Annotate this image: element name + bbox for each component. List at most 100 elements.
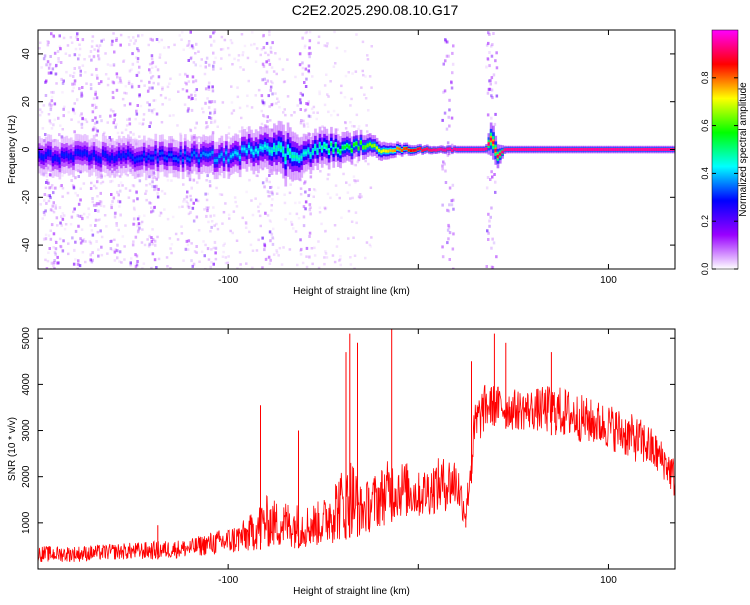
spectrogram-ridge-cell (177, 158, 180, 162)
spectrogram-noise-cell (307, 64, 311, 68)
spectrogram-noise-cell (495, 94, 499, 98)
spectrogram-noise-cell (73, 207, 76, 211)
spectrogram-noise-cell (270, 50, 273, 54)
spectrogram-noise-cell (206, 125, 209, 129)
spectrogram-noise-cell (349, 263, 353, 266)
spectrogram-noise-cell (270, 66, 274, 69)
spectrogram-noise-cell (99, 191, 102, 195)
spectrogram-noise-cell (272, 227, 275, 231)
spectrogram-noise-cell (138, 179, 142, 183)
spectrogram-noise-cell (95, 202, 99, 206)
spectrogram-noise-cell (241, 51, 245, 54)
spectrogram-ridge-cell (508, 148, 511, 151)
spectrogram-noise-cell (135, 109, 138, 113)
spectrogram-noise-cell (286, 95, 290, 98)
spectrogram-noise-cell (115, 123, 118, 126)
spectrogram-noise-cell (307, 114, 311, 118)
spectrogram-noise-cell (71, 89, 74, 93)
colorbar (711, 29, 739, 270)
spectrogram-noise-cell (350, 124, 354, 128)
spectrogram-noise-cell (87, 207, 90, 210)
spectrogram-noise-cell (94, 218, 98, 222)
spectrogram-noise-cell (67, 110, 70, 114)
spectrogram-noise-cell (185, 82, 188, 86)
spectrogram-noise-cell (158, 53, 162, 56)
spectrogram-noise-cell (211, 131, 215, 135)
spectrogram-noise-cell (154, 65, 158, 68)
spectrogram-noise-cell (150, 206, 153, 209)
spectrogram-noise-cell (329, 196, 332, 200)
spectrogram-noise-cell (184, 72, 187, 76)
spectrogram-noise-cell (130, 85, 134, 89)
spectrogram-ridge-cell (311, 150, 315, 153)
spectrogram-noise-cell (120, 261, 123, 264)
spectrogram-noise-cell (298, 201, 301, 204)
spectrogram-ridge-cell (282, 149, 285, 154)
spectrogram-ridge-cell (364, 145, 367, 149)
spectrogram-noise-cell (104, 73, 108, 76)
spectrogram-noise-cell (46, 194, 49, 197)
spectrogram-noise-cell (295, 212, 299, 216)
spectrogram-noise-cell (49, 229, 52, 232)
spectrogram-noise-cell (236, 86, 239, 89)
spectrogram-noise-cell (52, 35, 56, 39)
spectrogram-noise-cell (87, 213, 91, 216)
spectrogram-noise-cell (197, 229, 201, 232)
spectrogram-noise-cell (194, 52, 197, 55)
spectrogram-noise-cell (269, 119, 272, 122)
spectrogram-noise-cell (48, 247, 51, 250)
spectrogram-noise-cell (166, 179, 170, 182)
spectrogram-noise-cell (294, 201, 297, 205)
spectrogram-ridge-cell (302, 151, 306, 155)
spectrogram-noise-cell (486, 91, 490, 95)
spectrogram-noise-cell (118, 250, 122, 254)
spectrogram-noise-cell (141, 228, 144, 231)
colorbar-label: Normalized spectral amplitude (738, 82, 749, 217)
spectrogram-noise-cell (269, 239, 272, 243)
spectrogram-noise-cell (93, 122, 97, 125)
spectrogram-noise-cell (214, 257, 218, 261)
spectrogram-noise-cell (219, 67, 223, 70)
spectrogram-noise-cell (352, 163, 356, 167)
spectrogram-noise-cell (214, 246, 218, 250)
spectrogram-noise-cell (307, 194, 310, 198)
spectrogram-ridge-cell (414, 148, 418, 152)
spectrogram-ridge-cell (69, 154, 73, 158)
spectrogram-noise-cell (245, 190, 248, 194)
spectrogram-noise-cell (54, 65, 58, 69)
spectrogram-noise-cell (204, 60, 208, 64)
spectrogram-noise-cell (74, 191, 77, 195)
spectrogram-noise-cell (77, 225, 81, 229)
spectrogram-noise-cell (65, 70, 68, 74)
spectrogram-noise-cell (123, 91, 126, 95)
spectrogram-noise-cell (213, 110, 217, 114)
spectrogram-noise-cell (207, 220, 210, 224)
spectrogram-noise-cell (98, 82, 101, 85)
spectrogram-noise-cell (193, 90, 197, 93)
spectrogram-noise-cell (111, 90, 115, 94)
spectrogram-ytick-label: 0 (21, 146, 32, 152)
spectrogram-noise-cell (304, 67, 308, 71)
spectrogram-noise-cell (40, 110, 44, 114)
spectrogram-noise-cell (296, 263, 299, 267)
spectrogram-ridge-cell (530, 148, 534, 151)
spectrogram-noise-cell (447, 54, 450, 58)
spectrogram-noise-cell (52, 210, 56, 214)
spectrogram-noise-cell (126, 174, 129, 177)
spectrogram-noise-cell (170, 179, 173, 182)
spectrogram-noise-cell (489, 215, 492, 219)
spectrogram-noise-cell (275, 72, 278, 76)
spectrogram-ytick-label: 20 (21, 96, 32, 108)
spectrogram-noise-cell (98, 114, 102, 118)
spectrogram-noise-cell (353, 125, 356, 128)
spectrogram-noise-cell (308, 55, 311, 59)
spectrogram-noise-cell (211, 85, 214, 89)
spectrogram-ridge-cell (489, 137, 493, 141)
spectrogram-noise-cell (251, 266, 254, 269)
spectrogram-noise-cell (113, 215, 117, 219)
spectrogram-noise-cell (271, 92, 274, 96)
spectrogram-noise-cell (209, 265, 212, 269)
spectrogram-noise-cell (265, 41, 269, 45)
spectrogram-noise-cell (138, 122, 141, 125)
spectrogram-noise-cell (50, 127, 54, 130)
